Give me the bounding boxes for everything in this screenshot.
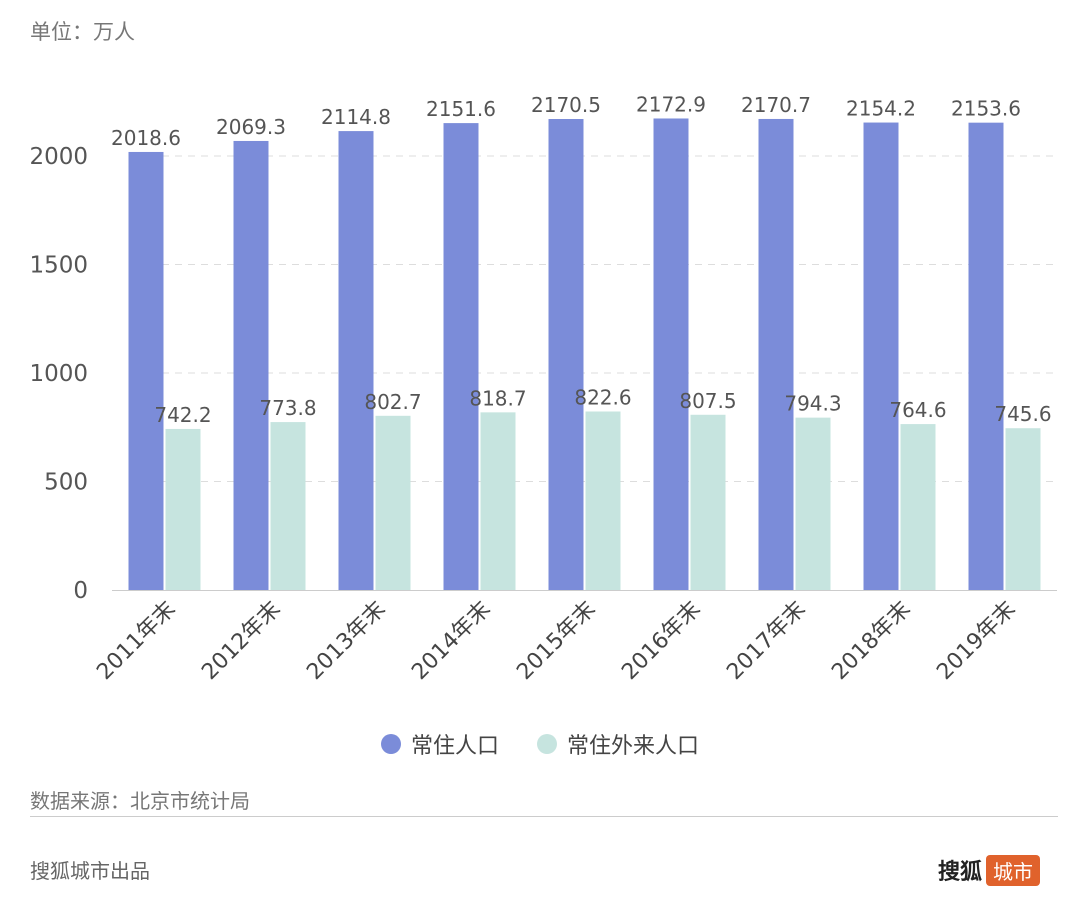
legend: 常住人口 常住外来人口 <box>0 728 1080 760</box>
x-tick-label: 2013年末 <box>302 597 390 685</box>
bar-migrant[interactable] <box>165 428 201 590</box>
data-label: 818.7 <box>469 386 526 410</box>
bar-resident[interactable] <box>443 123 479 591</box>
data-label: 822.6 <box>574 385 631 409</box>
bar-resident[interactable] <box>863 122 899 590</box>
bar-migrant[interactable] <box>1005 428 1041 590</box>
data-source: 数据来源：北京市统计局 <box>30 789 250 813</box>
data-label: 2170.5 <box>531 93 601 117</box>
bar-migrant[interactable] <box>375 415 411 590</box>
data-label: 2170.7 <box>741 93 811 117</box>
bar-resident[interactable] <box>233 140 269 590</box>
data-label: 764.6 <box>889 398 946 422</box>
bar-migrant[interactable] <box>270 422 306 590</box>
legend-label: 常住外来人口 <box>567 734 700 759</box>
bar-resident[interactable] <box>338 131 374 591</box>
unit-label: 单位：万人 <box>30 20 135 44</box>
bar-migrant[interactable] <box>585 411 621 590</box>
bar-migrant[interactable] <box>480 412 516 590</box>
bar-chart: 0 500 1000 1500 2000 2018.6 742.2 2011年末 2069.3 7… <box>29 92 1057 685</box>
y-tick-label: 500 <box>44 470 88 496</box>
bar-resident[interactable] <box>128 151 164 590</box>
data-label: 2154.2 <box>846 97 916 121</box>
data-label: 742.2 <box>154 403 211 427</box>
bar-resident[interactable] <box>548 119 584 591</box>
logo-badge: 城市 <box>986 854 1041 886</box>
logo-text: 搜狐 <box>938 860 983 885</box>
legend-item-migrant[interactable]: 常住外来人口 <box>537 728 699 760</box>
credit: 搜狐城市出品 <box>30 859 150 883</box>
bar-migrant[interactable] <box>690 414 726 590</box>
x-tick-label: 2017年末 <box>722 597 810 685</box>
legend-item-resident[interactable]: 常住人口 <box>380 728 499 760</box>
data-label: 2018.6 <box>111 126 181 150</box>
data-label: 2172.9 <box>636 92 706 116</box>
legend-dot-icon <box>380 734 401 754</box>
divider <box>30 816 1058 817</box>
data-label: 807.5 <box>679 389 736 413</box>
bar-migrant[interactable] <box>795 417 831 590</box>
data-label: 2069.3 <box>216 115 286 139</box>
x-tick-label: 2019年末 <box>932 597 1020 685</box>
x-tick-label: 2018年末 <box>827 597 915 685</box>
legend-dot-icon <box>537 734 557 754</box>
data-label: 745.6 <box>994 402 1051 426</box>
data-label: 2151.6 <box>426 97 496 121</box>
data-label: 794.3 <box>784 392 841 416</box>
data-label: 773.8 <box>259 396 316 420</box>
legend-label: 常住人口 <box>410 734 499 759</box>
sohu-city-logo: 搜狐 城市 <box>938 854 1041 886</box>
data-label: 802.7 <box>364 390 421 414</box>
y-tick-label: 0 <box>73 578 88 604</box>
bar-resident[interactable] <box>758 118 794 590</box>
bar-migrant[interactable] <box>900 424 936 590</box>
x-tick-label: 2011年末 <box>92 597 180 685</box>
y-tick-label: 2000 <box>29 144 88 170</box>
x-tick-label: 2012年末 <box>197 597 285 685</box>
y-tick-label: 1000 <box>29 361 88 387</box>
x-tick-label: 2015年末 <box>512 597 600 685</box>
bar-resident[interactable] <box>968 122 1004 591</box>
bar-resident[interactable] <box>653 118 689 590</box>
y-tick-label: 1500 <box>29 253 88 279</box>
x-tick-label: 2014年末 <box>407 597 495 685</box>
data-label: 2114.8 <box>321 105 391 129</box>
data-label: 2153.6 <box>951 97 1021 121</box>
x-tick-label: 2016年末 <box>617 597 705 685</box>
